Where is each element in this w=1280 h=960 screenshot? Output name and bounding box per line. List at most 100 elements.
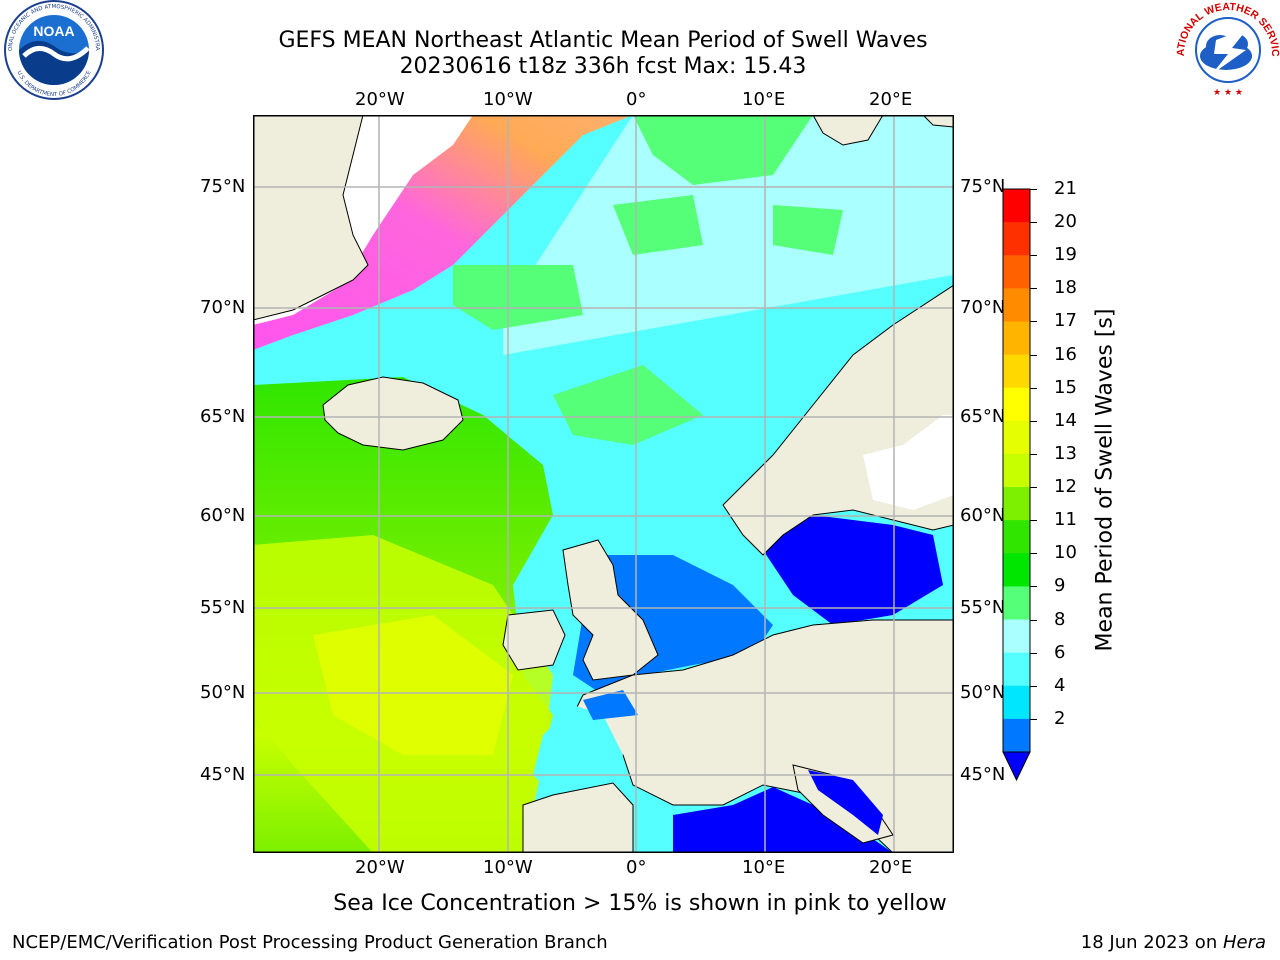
colorbar-tick-mark [1030, 420, 1037, 422]
colorbar-tick-mark [1030, 255, 1037, 257]
colorbar-swatches [1002, 188, 1031, 782]
colorbar-tick: 2 [1054, 707, 1066, 729]
green-patch-1 [633, 115, 813, 185]
lon-label-bottom-10e: 10°E [742, 857, 786, 878]
lat-label-right-70n: 70°N [960, 297, 1006, 318]
lat-label-right-75n: 75°N [960, 176, 1006, 197]
colorbar-tick: 18 [1054, 277, 1077, 299]
colorbar-swatch [1003, 288, 1030, 322]
noaa-logo: NOAA NATIONAL OCEANIC AND ATMOSPHERIC AD… [0, 0, 106, 104]
colorbar-tick: 21 [1054, 178, 1077, 199]
baltic-sea [753, 515, 943, 625]
colorbar-tick: 11 [1054, 509, 1077, 531]
lon-label-top-10w: 10°W [483, 89, 533, 110]
lat-label-left-70n: 70°N [200, 297, 246, 318]
map-border [252, 114, 955, 854]
colorbar-swatch [1003, 619, 1030, 654]
lat-label-right-55n: 55°N [960, 597, 1006, 618]
colorbar-swatch [1003, 487, 1030, 521]
colorbar-swatch [1003, 354, 1030, 389]
lat-label-left-55n: 55°N [200, 597, 246, 618]
colorbar-tick: 6 [1054, 641, 1066, 663]
chart-subtitle: 20230616 t18z 336h fcst Max: 15.43 [399, 54, 807, 79]
colorbar-tick-mark [1030, 718, 1037, 720]
colorbar-tick: 17 [1054, 310, 1077, 332]
colorbar-swatch [1003, 189, 1030, 223]
colorbar-tick: 16 [1054, 343, 1077, 365]
svg-text:★ ★ ★: ★ ★ ★ [1213, 88, 1243, 98]
green-patch-4 [773, 205, 843, 255]
colorbar-tick: 8 [1054, 608, 1066, 630]
bay-of-biscay [533, 705, 623, 795]
gulf-of-bothnia-no-data [863, 415, 954, 510]
english-channel [583, 690, 638, 720]
footer-date: 18 Jun 2023 on [1080, 932, 1223, 953]
map-gridlines [253, 115, 954, 853]
water-9s-band [503, 115, 953, 355]
colorbar-swatch [1003, 685, 1030, 720]
colorbar-tick-mark [1030, 354, 1037, 356]
footer-right: 18 Jun 2023 on Hera [1081, 932, 1266, 954]
lon-label-top-20e: 20°E [869, 89, 913, 110]
lat-label-left-75n: 75°N [200, 176, 246, 197]
lon-label-top-20w: 20°W [355, 89, 405, 110]
colorbar-tick: 9 [1054, 575, 1066, 597]
colorbar-swatch [1003, 420, 1030, 455]
footer-machine: Hera [1222, 932, 1266, 953]
colorbar-tick-mark [1030, 586, 1037, 588]
colorbar-swatch [1003, 387, 1030, 422]
colorbar-swatch [1003, 255, 1030, 289]
lon-label-top-0: 0° [626, 89, 647, 110]
colorbar-under-arrow [1002, 751, 1031, 782]
colorbar-label-wrap: Mean Period of Swell Waves [s] [1075, 309, 1135, 652]
colorbar-label: Mean Period of Swell Waves [s] [1092, 308, 1118, 652]
nws-logo: NATIONAL WEATHER SERVICE ★ ★ ★ [1172, 0, 1280, 104]
colorbar-tick-mark [1030, 553, 1037, 555]
map-panel [252, 114, 955, 854]
chart-title: GEFS MEAN Northeast Atlantic Mean Period… [278, 28, 928, 53]
lat-label-left-60n: 60°N [200, 505, 246, 526]
colorbar-swatch [1003, 553, 1030, 587]
lat-label-right-45n: 45°N [960, 764, 1006, 785]
colorbar-swatch [1003, 718, 1030, 753]
colorbar-tick-mark [1030, 321, 1037, 323]
colorbar-tick-mark [1030, 652, 1037, 654]
colorbar-tick-mark [1030, 222, 1037, 224]
colorbar-tick-mark [1030, 387, 1037, 389]
greenland-land [252, 114, 369, 321]
colorbar-tick-mark [1030, 288, 1037, 290]
mediterranean-sea [673, 787, 893, 853]
colorbar-tick: 13 [1054, 442, 1077, 464]
colorbar-swatch [1003, 222, 1030, 256]
colorbar-tick: 12 [1054, 476, 1077, 498]
lat-label-right-60n: 60°N [960, 505, 1006, 526]
colorbar-outline [1002, 188, 1031, 753]
colorbar-tick-mark [1030, 453, 1037, 455]
lon-label-bottom-10w: 10°W [483, 857, 533, 878]
footer-left: NCEP/EMC/Verification Post Processing Pr… [12, 932, 608, 953]
swell-field-max [313, 615, 513, 755]
lon-label-bottom-20w: 20°W [355, 857, 405, 878]
swell-period-map [252, 114, 955, 854]
green-patch-2 [453, 265, 583, 330]
colorbar-tick: 14 [1054, 409, 1077, 431]
colorbar-tick-mark [1030, 189, 1037, 190]
colorbar-swatch [1003, 520, 1030, 554]
colorbar-tick-mark [1030, 520, 1037, 522]
colorbar-tick: 19 [1054, 244, 1077, 266]
green-patch-5 [553, 365, 703, 445]
colorbar-swatch [1003, 453, 1030, 488]
colorbar-tick-mark [1030, 487, 1037, 489]
lat-label-left-45n: 45°N [200, 764, 246, 785]
svg-text:NOAA: NOAA [33, 23, 74, 39]
lon-label-bottom-20e: 20°E [869, 857, 913, 878]
colorbar-tick: 10 [1054, 542, 1077, 564]
lat-label-right-50n: 50°N [960, 682, 1006, 703]
colorbar-tick: 15 [1054, 376, 1077, 398]
ireland-land [502, 609, 566, 671]
sea-ice-note: Sea Ice Concentration > 15% is shown in … [333, 891, 947, 916]
lat-label-left-65n: 65°N [200, 406, 246, 427]
lat-label-left-50n: 50°N [200, 682, 246, 703]
lon-label-top-10e: 10°E [742, 89, 786, 110]
colorbar-swatch [1003, 652, 1030, 687]
